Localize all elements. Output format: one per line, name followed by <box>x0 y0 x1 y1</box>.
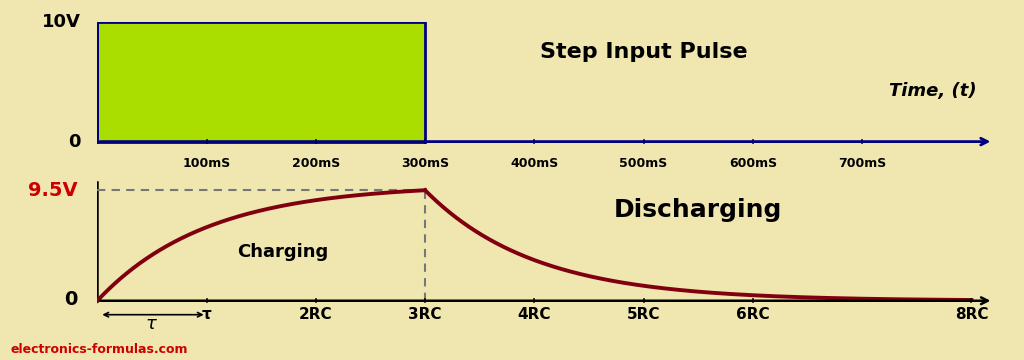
Text: 6RC: 6RC <box>736 307 770 322</box>
Text: 400mS: 400mS <box>510 157 558 170</box>
Text: 0: 0 <box>69 132 81 150</box>
Text: 200mS: 200mS <box>292 157 340 170</box>
Text: 2RC: 2RC <box>299 307 333 322</box>
Text: 8RC: 8RC <box>954 307 988 322</box>
Text: 9.5V: 9.5V <box>28 181 78 200</box>
Text: 0: 0 <box>65 290 78 309</box>
Text: Time, (t): Time, (t) <box>889 82 977 100</box>
Text: τ: τ <box>202 307 211 322</box>
Text: 5RC: 5RC <box>627 307 660 322</box>
Text: 500mS: 500mS <box>620 157 668 170</box>
Text: $\tau$: $\tau$ <box>145 315 159 333</box>
Text: 300mS: 300mS <box>401 157 450 170</box>
Text: 700mS: 700mS <box>838 157 887 170</box>
Text: electronics-formulas.com: electronics-formulas.com <box>10 343 187 356</box>
Bar <box>97 22 425 141</box>
Text: 100mS: 100mS <box>182 157 230 170</box>
Text: 600mS: 600mS <box>729 157 777 170</box>
Text: 10V: 10V <box>42 13 81 31</box>
Text: 4RC: 4RC <box>517 307 551 322</box>
Text: Discharging: Discharging <box>614 198 782 222</box>
Text: Step Input Pulse: Step Input Pulse <box>540 42 748 62</box>
Text: Charging: Charging <box>238 243 329 261</box>
Text: 3RC: 3RC <box>409 307 441 322</box>
